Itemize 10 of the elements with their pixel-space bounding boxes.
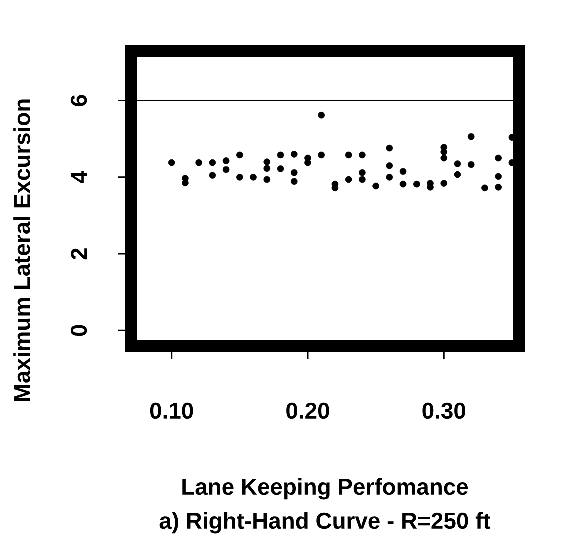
x-tick-label: 0.10 [150, 402, 194, 420]
y-tick-label: 0 [70, 325, 88, 336]
y-tick-label: 4 [71, 171, 88, 184]
x-tick-label: 0.20 [286, 402, 330, 420]
x-axis-title: Lane Keeping Perfomance [182, 478, 468, 500]
y-tick-label: 6 [70, 95, 88, 106]
y-axis-title: Maximum Lateral Excursion [14, 100, 30, 402]
y-tick-label: 2 [71, 248, 88, 260]
text: a) Right-Hand Curve - R=250 ft [160, 512, 491, 534]
x-tick-label: 0.30 [422, 402, 466, 420]
